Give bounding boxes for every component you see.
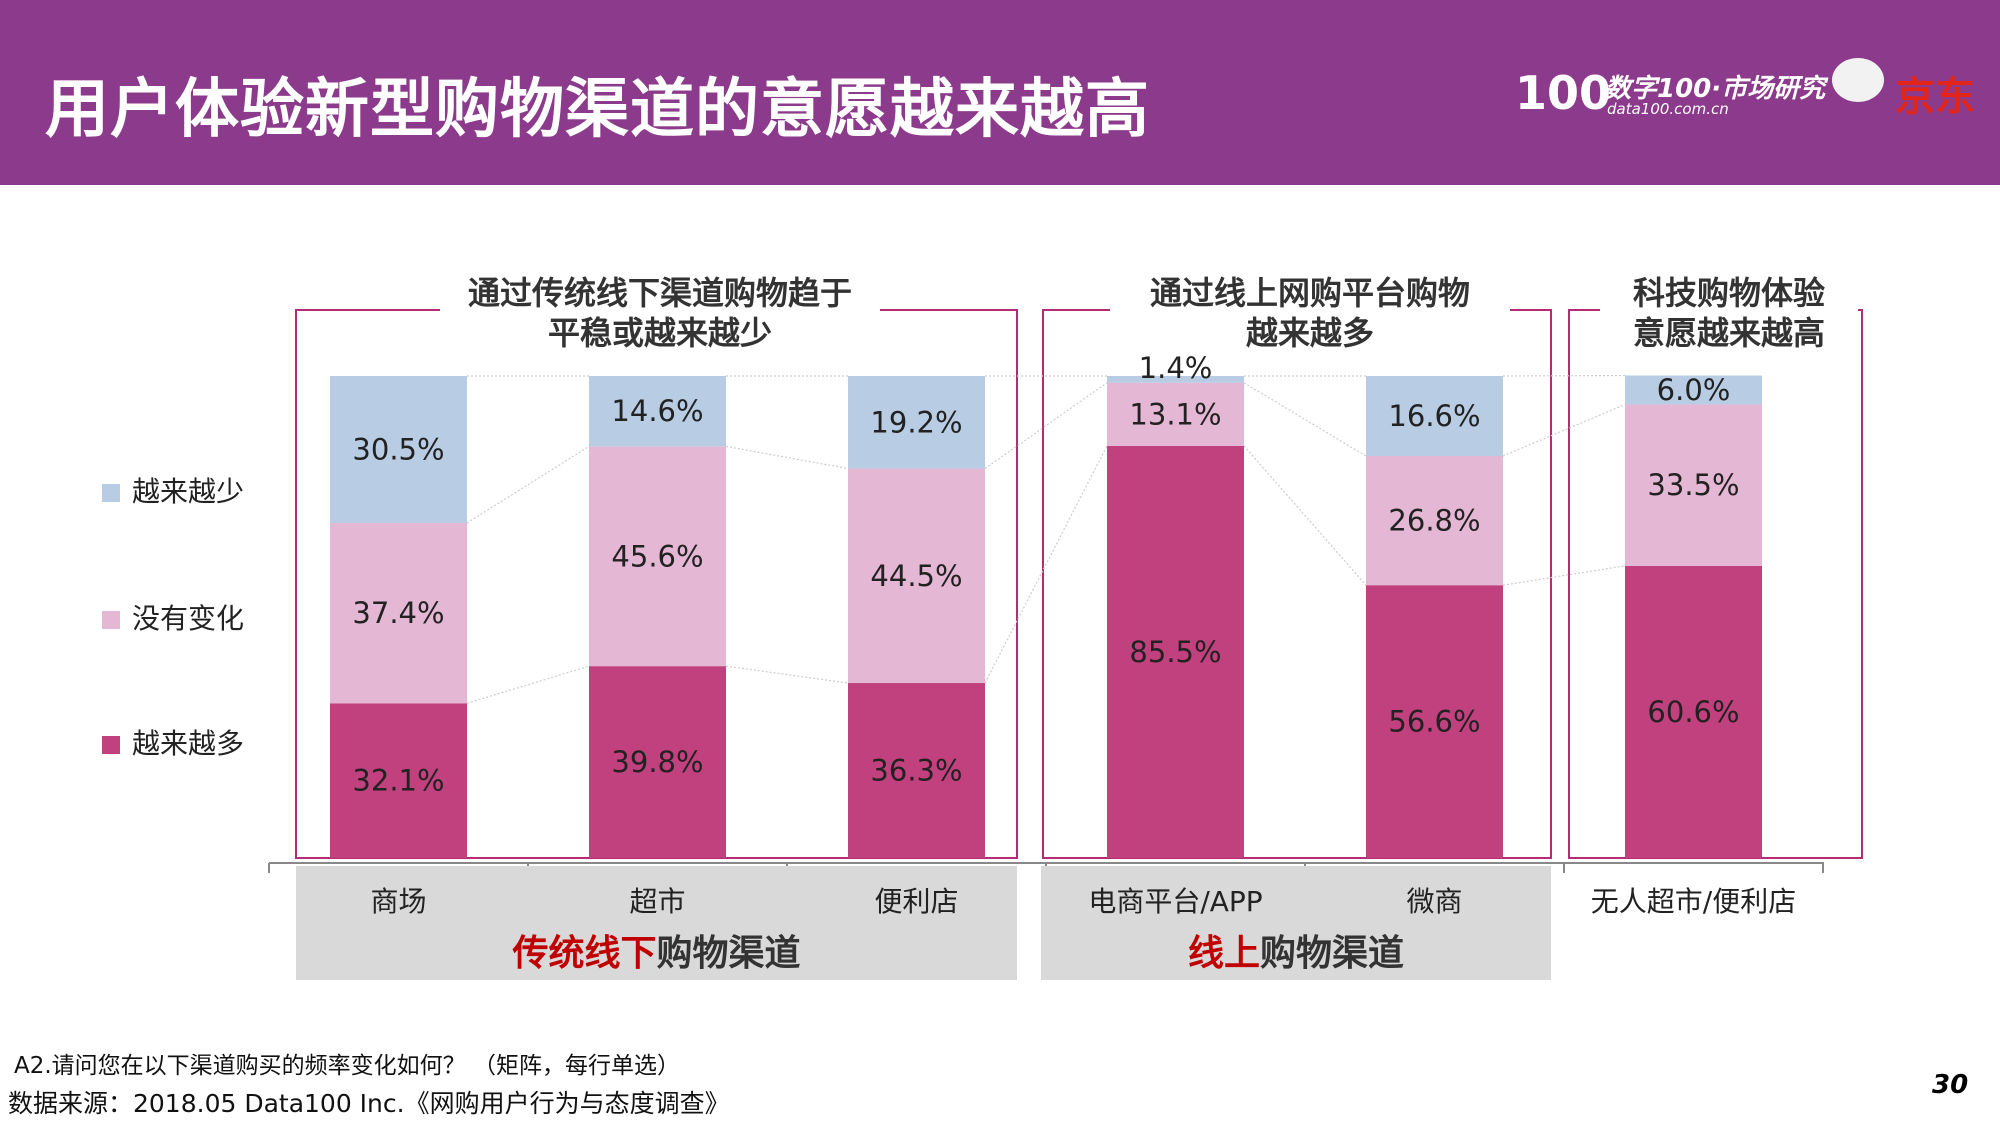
data-label: 45.6% [611,539,703,573]
data-label: 19.2% [870,405,962,439]
data-label: 14.6% [611,394,703,428]
series-connector [725,665,849,684]
legend-item-more: 越来越多 [102,722,244,762]
data-label: 13.1% [1129,397,1221,431]
bar-segment [589,376,726,447]
bar-segment [1625,404,1762,566]
bar-segment [330,703,467,858]
series-connector [1502,565,1626,586]
data-label: 33.5% [1647,468,1739,502]
series-connector [984,445,1108,684]
group-label-online: 线上购物渠道 [1187,933,1405,974]
series-connector [1243,445,1367,586]
jd-mascot-icon [1832,58,1884,102]
series-connector [1243,382,1367,457]
legend-item-less: 越来越少 [102,470,244,510]
page-number: 30 [1932,1070,1969,1100]
data-label: 60.6% [1647,695,1739,729]
bar-segment [848,683,985,858]
series-connector [1502,403,1626,457]
bar-segment [1107,376,1244,383]
series-connector [466,665,590,704]
data-label: 30.5% [352,433,444,467]
data-source: 数据来源：2018.05 Data100 Inc.《网购用户行为与态度调查》 [8,1089,730,1118]
group-title-tech: 科技购物体验 意愿越来越高 [1600,273,1858,353]
data-label: 39.8% [611,745,703,779]
group-box-online [1041,866,1551,980]
data-label: 36.3% [870,754,962,788]
category-label: 超市 [629,885,686,918]
data-label: 56.6% [1388,705,1480,739]
legend-item-same: 没有变化 [102,597,244,637]
bar-segment [330,376,467,524]
data-label: 37.4% [352,596,444,630]
bar-segment [1625,565,1762,858]
series-connector [725,445,849,470]
bar-segment [330,523,467,704]
data-label: 44.5% [870,559,962,593]
data-label: 32.1% [352,764,444,798]
series-connector [984,382,1108,470]
bar-segment [1366,585,1503,858]
category-label: 无人超市/便利店 [1590,885,1797,918]
bar-segment [589,666,726,858]
bar-segment [1107,445,1244,858]
group-label-offline: 传统线下购物渠道 [512,933,801,974]
bar-segment [1366,456,1503,586]
bar-segment [1625,375,1762,405]
bar-segment [848,376,985,469]
page-title: 用户体验新型购物渠道的意愿越来越高 [45,73,1150,147]
series-connector [466,445,590,524]
survey-question: A2.请问您在以下渠道购买的频率变化如何？ （矩阵，每行单选） [14,1053,680,1079]
jd-logo: 京东 [1895,74,1975,120]
category-label: 便利店 [874,885,959,918]
bar-segment [848,468,985,684]
group-box-offline [296,866,1017,980]
group-title-online: 通过线上网购平台购物 越来越多 [1110,273,1510,353]
group-title-offline: 通过传统线下渠道购物趋于 平稳或越来越少 [440,273,880,353]
bar-segment [1366,376,1503,457]
data-label: 6.0% [1657,373,1731,407]
category-label: 微商 [1406,885,1463,918]
data-label: 26.8% [1388,504,1480,538]
category-label: 电商平台/APP [1088,885,1263,918]
bar-segment [1107,382,1244,446]
header-bar: 用户体验新型购物渠道的意愿越来越高 100 数字100·市场研究 data100… [0,0,2000,185]
data-label: 1.4% [1139,351,1213,385]
bar-segment [589,446,726,667]
category-label: 商场 [370,885,427,918]
data-label: 85.5% [1129,635,1221,669]
data-label: 16.6% [1388,399,1480,433]
